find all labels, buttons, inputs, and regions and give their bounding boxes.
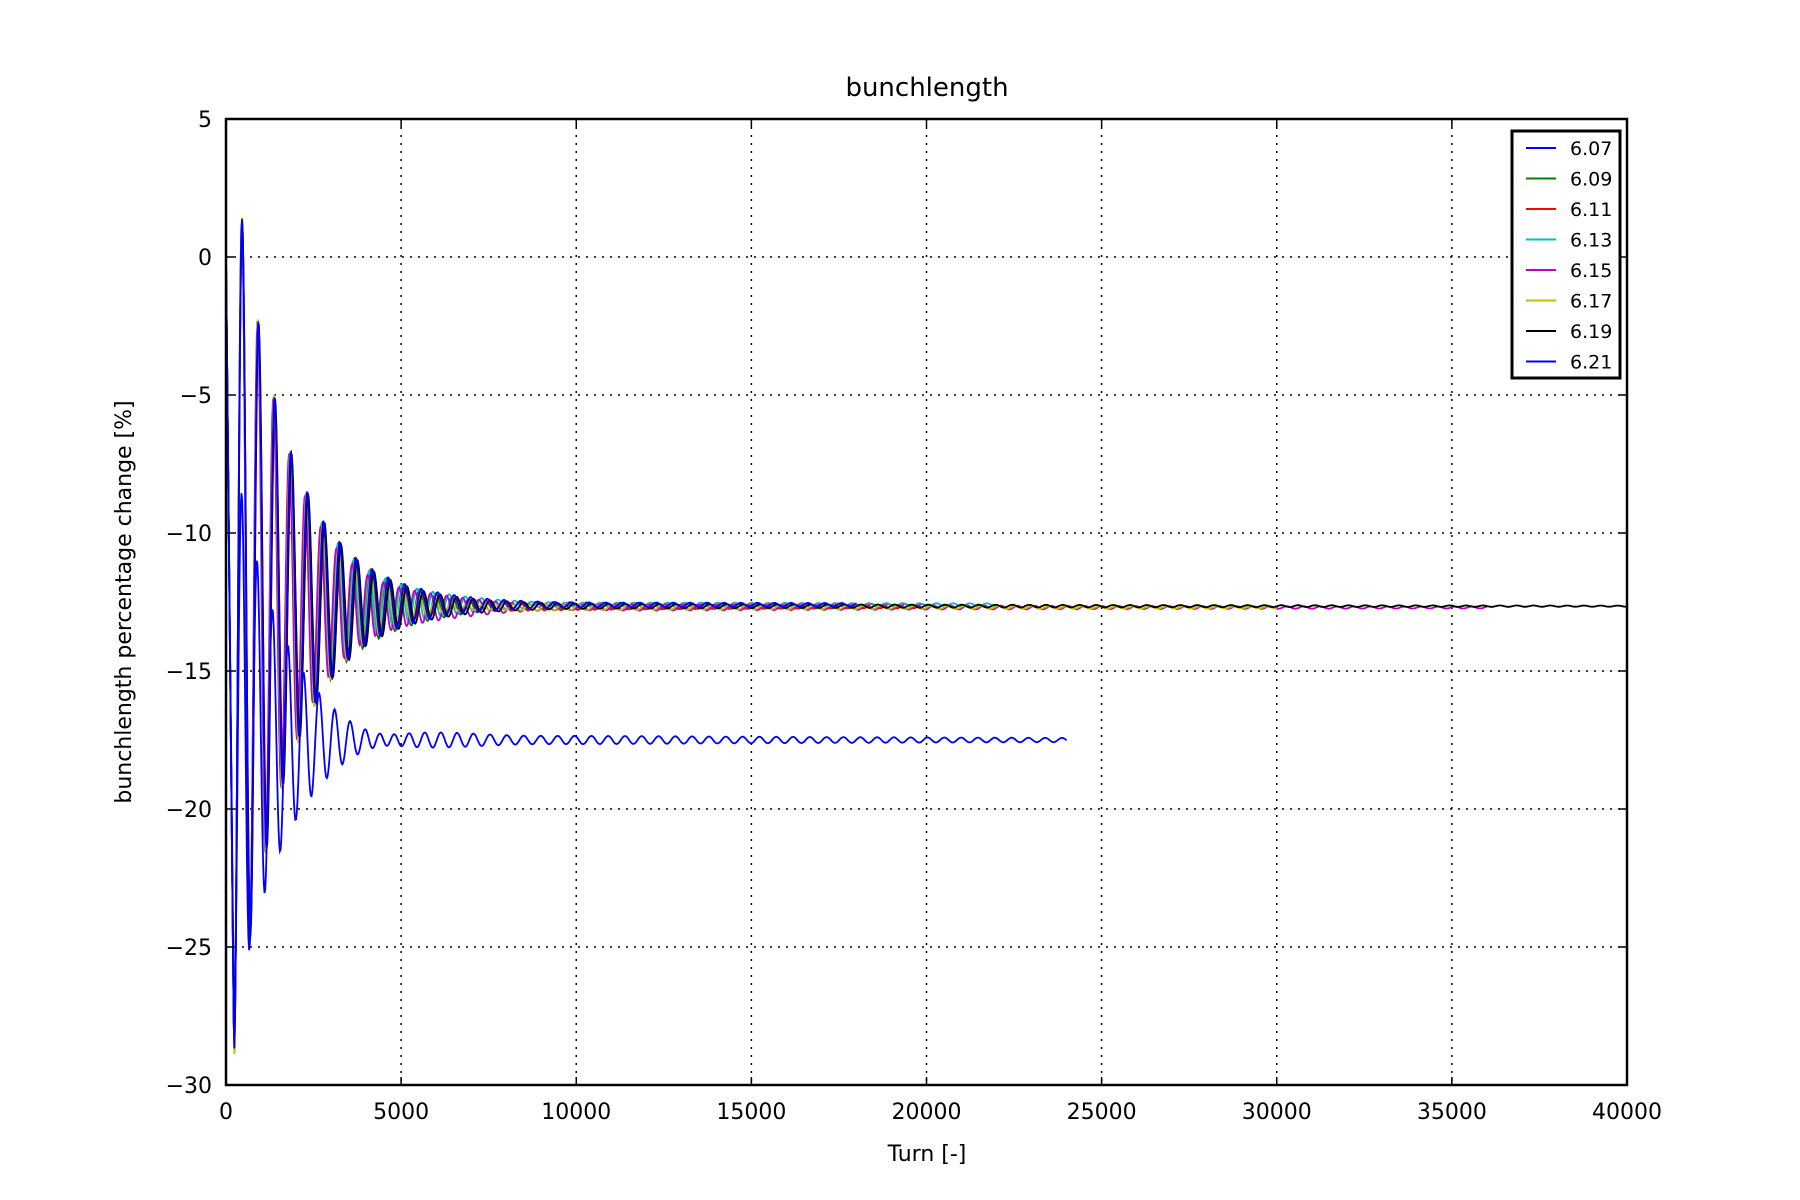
chart-title: bunchlength [845,73,1008,103]
legend-entry: 6.09 [1570,169,1612,191]
x-tick-label: 25000 [1067,1100,1137,1125]
legend-entry: 6.07 [1570,138,1612,160]
legend-entry: 6.11 [1570,199,1612,221]
x-tick-label: 0 [219,1100,233,1125]
x-tick-label: 20000 [892,1100,962,1125]
series-line-6-19 [225,220,1627,1049]
x-tick-label: 15000 [716,1100,786,1125]
y-tick-label: −30 [166,1074,212,1099]
x-tick-label: 5000 [373,1100,429,1125]
y-axis-label: bunchlength percentage change [%] [112,400,137,803]
ticks: 0 5000 10000 15000 20000 25000 30000 35000 40000… [166,108,1662,1125]
grid [226,119,1627,1085]
x-tick-label: 10000 [541,1100,611,1125]
legend: 6.07 6.09 6.11 6.13 6.15 6.17 6.19 6.21 [1510,129,1622,380]
series-layer [225,217,1627,1055]
legend-box [1510,129,1622,380]
legend-entry: 6.21 [1570,352,1612,374]
legend-entry: 6.15 [1570,260,1612,282]
y-tick-label: −20 [166,798,212,823]
legend-entry: 6.19 [1570,321,1612,343]
y-tick-label: −15 [166,660,212,685]
series-line-6-07 [225,256,1068,1024]
legend-entry: 6.13 [1570,230,1612,252]
y-tick-label: −5 [180,384,212,409]
legend-entry: 6.17 [1570,291,1612,313]
x-tick-label: 30000 [1242,1100,1312,1125]
x-axis-label: Turn [-] [887,1142,967,1167]
y-tick-label: −25 [166,936,212,961]
series-line-6-21 [225,218,857,1048]
x-tick-label: 40000 [1592,1100,1662,1125]
y-tick-label: 0 [198,246,212,271]
y-tick-label: −10 [166,522,212,547]
x-tick-label: 35000 [1417,1100,1487,1125]
y-tick-label: 5 [198,108,212,133]
